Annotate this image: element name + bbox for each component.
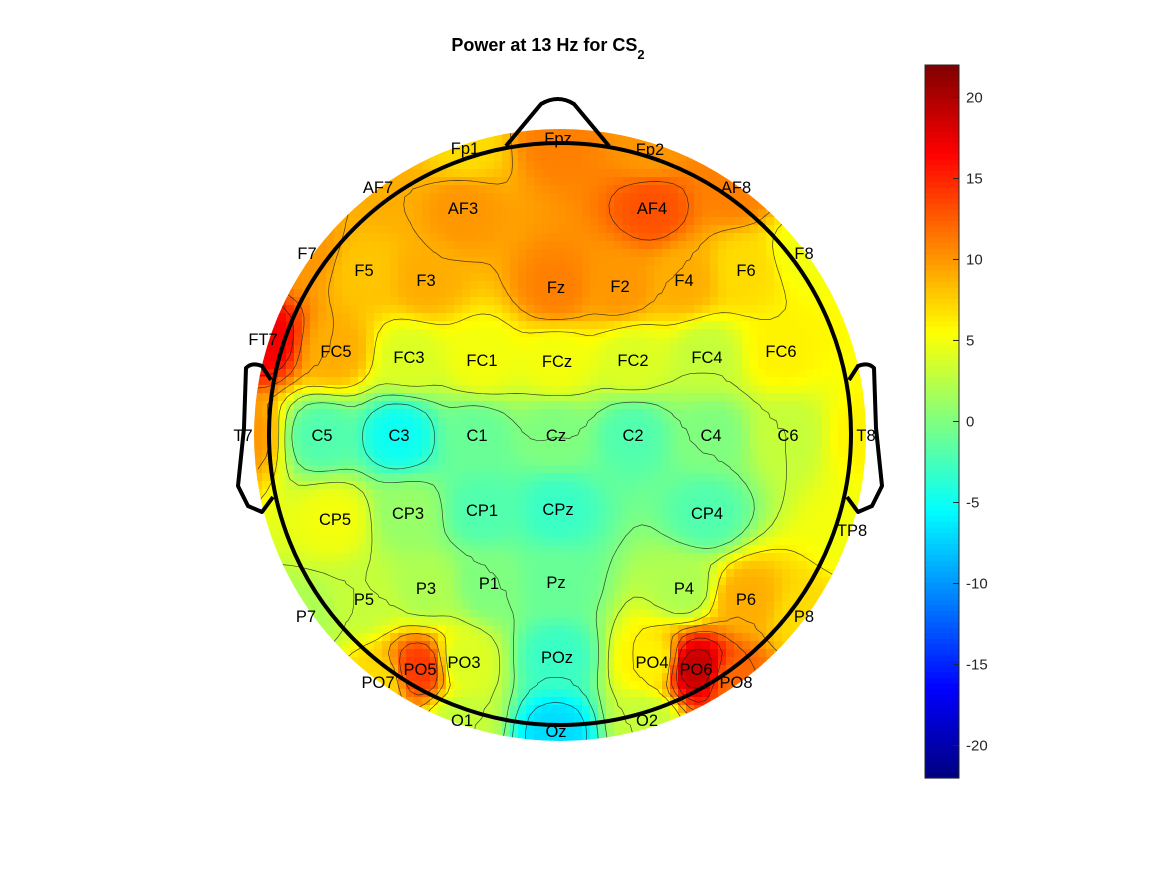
electrode-label-f7: F7 [297,245,316,263]
electrode-label-cpz: CPz [542,501,573,519]
electrode-label-cz: Cz [546,427,566,445]
electrode-label-f6: F6 [736,262,755,280]
electrode-label-o1: O1 [451,712,473,730]
electrode-label-p4: P4 [674,580,694,598]
electrode-label-f2: F2 [610,278,629,296]
electrode-label-fc2: FC2 [617,352,648,370]
electrode-label-c3: C3 [388,427,409,445]
electrode-label-cp4: CP4 [691,505,723,523]
electrode-label-o2: O2 [636,712,658,730]
electrode-label-fc5: FC5 [320,343,351,361]
electrode-label-p8: P8 [794,608,814,626]
colorbar-tick-label: 10 [966,251,983,268]
electrode-label-fc1: FC1 [466,352,497,370]
chart-title: Power at 13 Hz for CS2 [451,35,644,62]
electrode-label-po8: PO8 [719,674,752,692]
electrode-label-ft7: FT7 [248,331,277,349]
electrode-label-cp5: CP5 [319,511,351,529]
electrode-label-c5: C5 [311,427,332,445]
electrode-label-p3: P3 [416,580,436,598]
electrode-label-fcz: FCz [542,353,572,371]
electrode-label-cp1: CP1 [466,502,498,520]
electrode-label-c2: C2 [622,427,643,445]
colorbar-tick-label: 5 [966,332,974,349]
electrode-label-poz: POz [541,649,573,667]
electrode-label-t8: T8 [856,427,875,445]
electrode-label-p6: P6 [736,591,756,609]
electrode-label-oz: Oz [545,723,566,741]
electrode-label-f5: F5 [354,262,373,280]
chart-title-subscript: 2 [637,47,644,62]
electrode-labels: Fpz Fp1 Fp2 AF7 AF3 AF4 AF8 F7 F5 F3 Fz F2 F4 F6 F8 FT7… [233,130,875,741]
electrode-label-p7: P7 [296,608,316,626]
right-ear-outline [845,362,884,514]
colorbar-tick-label: -5 [966,495,979,512]
left-ear-outline [236,362,275,514]
electrode-label-p1: P1 [479,575,499,593]
electrode-label-po3: PO3 [447,654,480,672]
electrode-label-c4: C4 [700,427,721,445]
electrode-label-fpz: Fpz [544,130,572,148]
electrode-label-f4: F4 [674,272,693,290]
electrode-label-fc6: FC6 [765,343,796,361]
colorbar-tick-label: -20 [966,738,988,755]
colorbar-tick-label: -10 [966,576,988,593]
electrode-label-po6: PO6 [679,661,712,679]
electrode-label-po4: PO4 [635,654,668,672]
electrode-label-fz: Fz [547,279,565,297]
electrode-label-fp2: Fp2 [636,141,664,159]
colorbar-tick-label: 0 [966,414,974,431]
head-outline [236,97,884,727]
electrode-label-af8: AF8 [721,179,751,197]
electrode-label-po5: PO5 [403,661,436,679]
colorbar-ticks: 20 15 10 5 0 -5 -10 -15 -20 [953,89,988,755]
electrode-label-fp1: Fp1 [451,140,479,158]
colorbar: 20 15 10 5 0 -5 -10 -15 -20 [924,64,988,779]
electrode-label-af4: AF4 [637,200,667,218]
electrode-label-fc4: FC4 [691,349,722,367]
electrode-label-f8: F8 [794,245,813,263]
contour-level--6 [524,702,587,741]
colorbar-tick-label: 20 [966,89,983,106]
colorbar-tick-label: -15 [966,657,988,674]
electrode-label-cp3: CP3 [392,505,424,523]
contour-level-0 [291,394,755,741]
electrode-label-c1: C1 [466,427,487,445]
electrode-label-tp8: TP8 [837,522,867,540]
nose-outline [504,97,611,148]
electrode-label-fc3: FC3 [393,349,424,367]
electrode-label-af3: AF3 [448,200,478,218]
colorbar-gradient [925,65,959,779]
head-circle [267,141,853,727]
electrode-label-c6: C6 [777,427,798,445]
electrode-label-pz: Pz [546,574,565,592]
electrode-label-f3: F3 [416,272,435,290]
electrode-label-af7: AF7 [363,179,393,197]
chart-title-main: Power at 13 Hz for CS [451,35,637,55]
contour-level-18 [681,648,713,689]
colorbar-tick-label: 15 [966,170,983,187]
electrode-label-po7: PO7 [361,674,394,692]
electrode-label-t7: T7 [233,427,252,445]
electrode-label-p5: P5 [354,591,374,609]
